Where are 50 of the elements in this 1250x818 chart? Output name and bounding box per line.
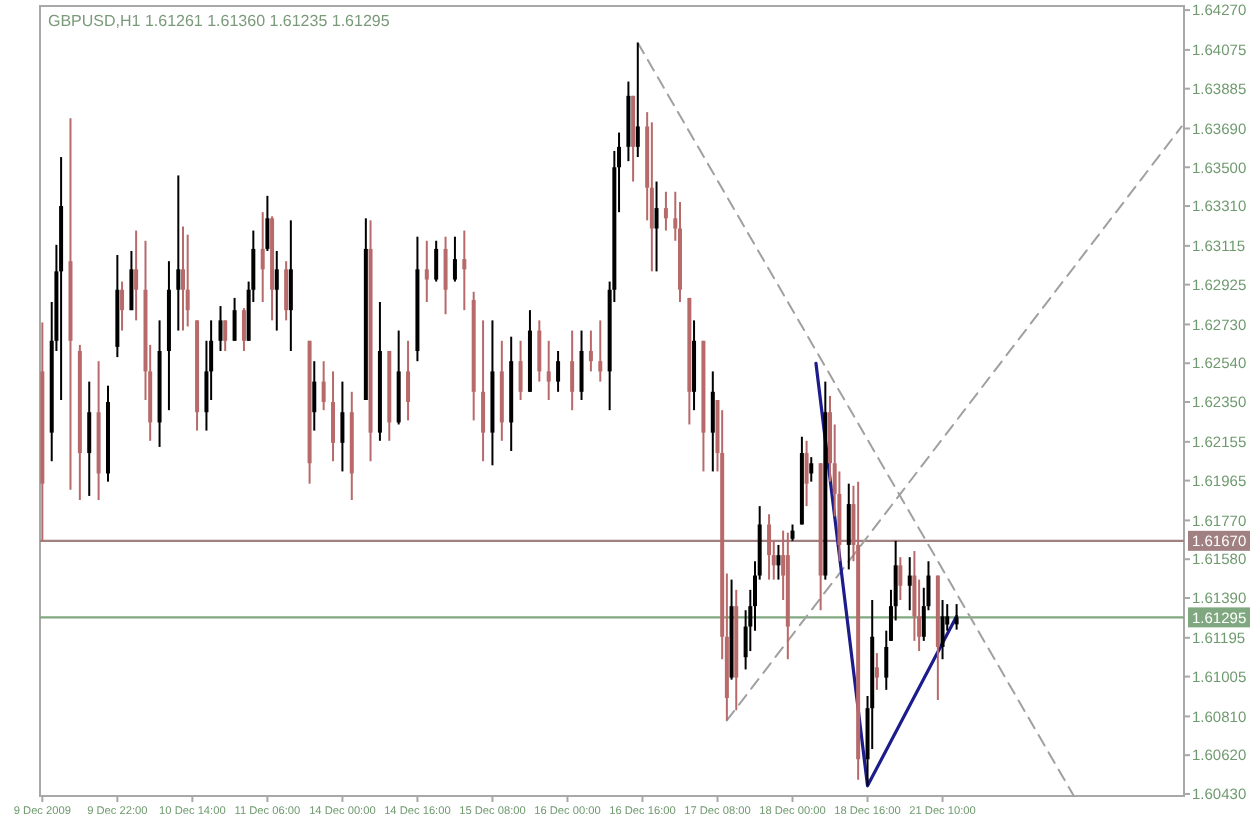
candlestick	[223, 319, 228, 352]
candlestick	[663, 190, 668, 232]
candlestick	[710, 370, 715, 473]
candlestick	[288, 219, 293, 352]
candlestick	[406, 339, 411, 422]
candlestick	[570, 329, 575, 412]
candlestick	[218, 305, 223, 352]
candlestick	[274, 249, 279, 332]
candlestick	[898, 556, 903, 602]
candlestick	[546, 339, 551, 401]
candlestick	[846, 482, 851, 571]
candlestick	[579, 329, 584, 401]
candlestick	[181, 225, 185, 332]
candlestick	[776, 543, 781, 581]
candlestick	[804, 439, 809, 508]
candlestick	[241, 307, 246, 352]
candlestick	[331, 370, 336, 463]
candlestick	[434, 239, 439, 283]
candlestick	[767, 513, 772, 581]
candlestick	[654, 180, 659, 273]
candlestick	[907, 556, 912, 612]
chart-title: GBPUSD,H1 1.61261 1.61360 1.61235 1.61295	[48, 12, 391, 30]
candlestick	[809, 456, 814, 483]
candlestick	[537, 319, 542, 383]
candlestick	[452, 235, 457, 283]
candlestick	[443, 235, 448, 316]
candlestick	[312, 360, 317, 432]
candlestick	[340, 380, 345, 473]
candlestick	[518, 339, 523, 401]
candlestick	[120, 280, 125, 332]
candlestick	[424, 239, 429, 303]
candlestick	[176, 174, 181, 332]
candlestick	[940, 599, 945, 661]
candlestick	[598, 319, 603, 383]
candlestick	[185, 233, 190, 328]
candlestick	[481, 319, 486, 463]
candlestick	[284, 260, 289, 322]
candlestick	[129, 249, 134, 312]
candlestick	[874, 652, 879, 691]
candlestick	[462, 229, 467, 312]
candlestick	[87, 380, 92, 497]
candlestick	[232, 296, 237, 342]
candlestick	[265, 194, 270, 252]
candlestick	[134, 229, 139, 322]
candlestick	[556, 349, 561, 393]
candlestick	[260, 211, 265, 303]
candlestick	[321, 360, 326, 412]
candlestick	[954, 603, 959, 631]
candlestick	[588, 329, 593, 373]
candlestick	[635, 41, 640, 159]
